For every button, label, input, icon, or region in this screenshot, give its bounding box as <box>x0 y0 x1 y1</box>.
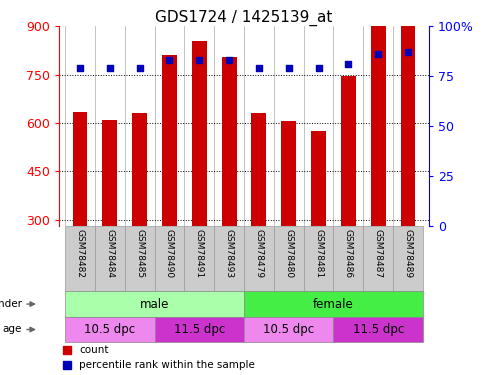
Bar <box>393 226 423 291</box>
Point <box>345 61 352 67</box>
Text: male: male <box>140 298 169 310</box>
Text: GSM78482: GSM78482 <box>75 229 84 278</box>
Bar <box>72 112 87 226</box>
Bar <box>65 226 95 291</box>
Bar <box>311 131 326 226</box>
Point <box>374 51 382 57</box>
Bar <box>333 317 423 342</box>
Bar <box>401 0 416 226</box>
Point <box>285 65 293 71</box>
Text: GSM78480: GSM78480 <box>284 229 293 278</box>
Bar <box>103 120 117 226</box>
Text: 11.5 dpc: 11.5 dpc <box>174 323 225 336</box>
Bar <box>244 291 423 317</box>
Text: GSM78493: GSM78493 <box>225 229 234 278</box>
Text: GSM78487: GSM78487 <box>374 229 383 278</box>
Bar <box>341 76 356 226</box>
Bar <box>155 226 184 291</box>
Bar <box>244 226 274 291</box>
Bar <box>192 41 207 226</box>
Text: GSM78490: GSM78490 <box>165 229 174 278</box>
Point <box>136 65 143 71</box>
Bar <box>363 226 393 291</box>
Bar <box>95 226 125 291</box>
Bar <box>244 317 333 342</box>
Point <box>225 57 233 63</box>
Bar <box>65 317 155 342</box>
Text: 10.5 dpc: 10.5 dpc <box>84 323 136 336</box>
Text: percentile rank within the sample: percentile rank within the sample <box>79 360 255 370</box>
Text: GSM78479: GSM78479 <box>254 229 263 278</box>
Bar <box>214 226 244 291</box>
Bar <box>65 291 244 317</box>
Text: 10.5 dpc: 10.5 dpc <box>263 323 315 336</box>
Title: GDS1724 / 1425139_at: GDS1724 / 1425139_at <box>155 10 333 26</box>
Text: count: count <box>79 345 109 355</box>
Point <box>404 49 412 55</box>
Point <box>166 57 174 63</box>
Text: 11.5 dpc: 11.5 dpc <box>352 323 404 336</box>
Text: age: age <box>3 324 22 334</box>
Bar <box>274 226 304 291</box>
Text: GSM78489: GSM78489 <box>404 229 413 278</box>
Bar <box>333 226 363 291</box>
Text: female: female <box>313 298 354 310</box>
Bar <box>304 226 333 291</box>
Text: gender: gender <box>0 299 22 309</box>
Point <box>106 65 114 71</box>
Bar <box>125 226 155 291</box>
Text: GSM78484: GSM78484 <box>106 229 114 278</box>
Bar <box>132 113 147 226</box>
Text: GSM78491: GSM78491 <box>195 229 204 278</box>
Bar <box>155 317 244 342</box>
Point <box>76 65 84 71</box>
Bar <box>371 16 386 226</box>
Point <box>315 65 322 71</box>
Bar <box>222 57 237 226</box>
Bar <box>282 121 296 226</box>
Point <box>255 65 263 71</box>
Bar <box>184 226 214 291</box>
Text: GSM78485: GSM78485 <box>135 229 144 278</box>
Text: GSM78481: GSM78481 <box>314 229 323 278</box>
Bar <box>162 55 177 226</box>
Point <box>195 57 203 63</box>
Text: GSM78486: GSM78486 <box>344 229 353 278</box>
Bar <box>251 113 266 226</box>
